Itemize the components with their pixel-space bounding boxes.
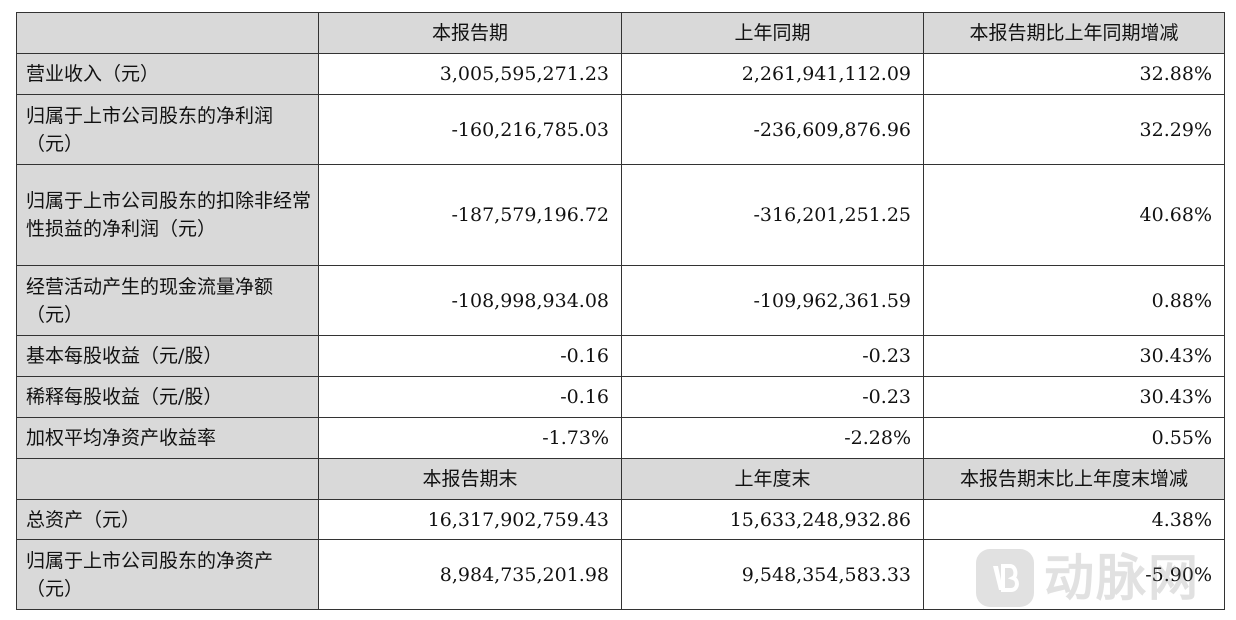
prior-value: 9,548,354,583.33: [621, 539, 924, 610]
row-label: 归属于上市公司股东的净资产（元）: [16, 539, 319, 610]
header-row-period: 本报告期 上年同期 本报告期比上年同期增减: [16, 12, 1225, 54]
current-value: -187,579,196.72: [318, 164, 622, 266]
prior-value: 2,261,941,112.09: [621, 53, 924, 95]
financial-summary-table: 本报告期 上年同期 本报告期比上年同期增减 营业收入（元） 3,005,595,…: [16, 12, 1225, 610]
row-label: 基本每股收益（元/股）: [16, 335, 319, 377]
header-row-period-end: 本报告期末 上年度末 本报告期末比上年度末增减: [16, 458, 1225, 500]
table-row-revenue: 营业收入（元） 3,005,595,271.23 2,261,941,112.0…: [16, 53, 1225, 95]
current-value: -160,216,785.03: [318, 94, 622, 165]
prior-value: 15,633,248,932.86: [621, 499, 924, 540]
header-prior-year-end: 上年度末: [621, 458, 924, 500]
prior-value: -109,962,361.59: [621, 265, 924, 336]
header-current-period-end: 本报告期末: [318, 458, 622, 500]
prior-value: -0.23: [621, 335, 924, 377]
change-value: 30.43%: [923, 376, 1225, 418]
table-row-diluted-eps: 稀释每股收益（元/股） -0.16 -0.23 30.43%: [16, 376, 1225, 418]
change-value: 30.43%: [923, 335, 1225, 377]
current-value: 8,984,735,201.98: [318, 539, 622, 610]
change-value: 4.38%: [923, 499, 1225, 540]
current-value: -0.16: [318, 335, 622, 377]
header-period-end-change: 本报告期末比上年度末增减: [923, 458, 1225, 500]
table-row-net-assets: 归属于上市公司股东的净资产（元） 8,984,735,201.98 9,548,…: [16, 539, 1225, 610]
row-label: 归属于上市公司股东的扣除非经常性损益的净利润（元）: [16, 164, 319, 266]
header-blank-cell: [16, 12, 319, 54]
change-value: -5.90%: [923, 539, 1225, 610]
table-row-roe: 加权平均净资产收益率 -1.73% -2.28% 0.55%: [16, 417, 1225, 459]
header-blank-cell: [16, 458, 319, 500]
table-row-basic-eps: 基本每股收益（元/股） -0.16 -0.23 30.43%: [16, 335, 1225, 377]
current-value: -0.16: [318, 376, 622, 418]
row-label: 加权平均净资产收益率: [16, 417, 319, 459]
change-value: 0.55%: [923, 417, 1225, 459]
change-value: 40.68%: [923, 164, 1225, 266]
current-value: -1.73%: [318, 417, 622, 459]
prior-value: -316,201,251.25: [621, 164, 924, 266]
change-value: 0.88%: [923, 265, 1225, 336]
header-current-period: 本报告期: [318, 12, 622, 54]
change-value: 32.88%: [923, 53, 1225, 95]
row-label: 稀释每股收益（元/股）: [16, 376, 319, 418]
table-row-total-assets: 总资产（元） 16,317,902,759.43 15,633,248,932.…: [16, 499, 1225, 540]
current-value: 16,317,902,759.43: [318, 499, 622, 540]
table-row-net-profit: 归属于上市公司股东的净利润（元） -160,216,785.03 -236,60…: [16, 94, 1225, 165]
row-label: 归属于上市公司股东的净利润（元）: [16, 94, 319, 165]
header-prior-period: 上年同期: [621, 12, 924, 54]
prior-value: -236,609,876.96: [621, 94, 924, 165]
prior-value: -2.28%: [621, 417, 924, 459]
row-label: 经营活动产生的现金流量净额（元）: [16, 265, 319, 336]
table-row-adjusted-net-profit: 归属于上市公司股东的扣除非经常性损益的净利润（元） -187,579,196.7…: [16, 164, 1225, 266]
current-value: -108,998,934.08: [318, 265, 622, 336]
table-row-operating-cash-flow: 经营活动产生的现金流量净额（元） -108,998,934.08 -109,96…: [16, 265, 1225, 336]
change-value: 32.29%: [923, 94, 1225, 165]
row-label: 营业收入（元）: [16, 53, 319, 95]
row-label: 总资产（元）: [16, 499, 319, 540]
prior-value: -0.23: [621, 376, 924, 418]
current-value: 3,005,595,271.23: [318, 53, 622, 95]
header-period-change: 本报告期比上年同期增减: [923, 12, 1225, 54]
